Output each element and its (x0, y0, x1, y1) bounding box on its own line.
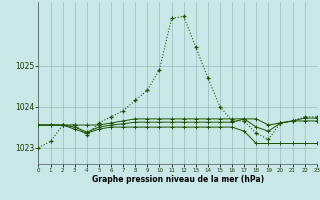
X-axis label: Graphe pression niveau de la mer (hPa): Graphe pression niveau de la mer (hPa) (92, 175, 264, 184)
